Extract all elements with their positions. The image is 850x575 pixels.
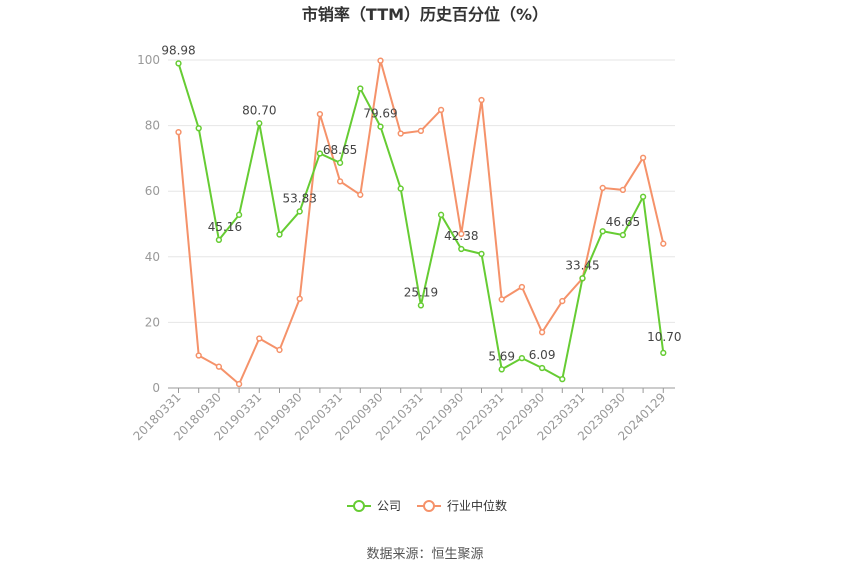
- data-point-industry-median: [619, 186, 627, 194]
- data-point-industry-median: [175, 129, 182, 136]
- data-point-company: [195, 125, 202, 132]
- data-label: 45.16: [208, 220, 242, 234]
- label-layer: 98.98 45.16 80.70 53.83 68.65 79.69 25.19 42.38…: [161, 43, 681, 363]
- data-point-industry-median: [276, 346, 283, 354]
- data-point-company: [660, 349, 667, 357]
- data-point-company: [377, 123, 384, 130]
- y-tick-label: 40: [145, 250, 160, 264]
- data-point-industry-median: [660, 240, 667, 247]
- data-point-industry-median: [296, 295, 303, 302]
- data-label: 10.70: [647, 330, 681, 344]
- data-point-company: [518, 355, 526, 362]
- data-point-company: [599, 228, 606, 235]
- data-point-industry-median: [478, 96, 485, 104]
- source-text: 数据来源：恒生聚源: [366, 547, 483, 562]
- data-point-industry-median: [559, 297, 566, 305]
- legend-marker: [353, 500, 365, 512]
- data-label: 33.45: [565, 258, 599, 272]
- grid-layer: [168, 59, 675, 323]
- data-label: 98.98: [161, 43, 195, 57]
- data-point-company: [175, 60, 182, 67]
- data-point-industry-median: [336, 178, 344, 185]
- data-point-company: [235, 211, 243, 218]
- data-point-company: [437, 211, 445, 218]
- y-tick-label: 0: [152, 381, 160, 395]
- data-point-industry-median: [397, 130, 404, 137]
- data-label: 80.70: [242, 103, 276, 117]
- data-point-company: [458, 245, 465, 253]
- data-point-company: [538, 364, 546, 372]
- axis-layer: 0204060801002018033120180930201903312019…: [131, 53, 675, 443]
- data-point-industry-median: [357, 191, 364, 198]
- chart-title: 市销率（TTM）历史百分位（%）: [302, 5, 548, 24]
- data-label: 25.19: [404, 285, 438, 299]
- legend-label: 公司: [377, 499, 401, 513]
- data-label: 42.38: [444, 229, 478, 243]
- data-point-industry-median: [195, 352, 202, 359]
- data-point-company: [559, 375, 566, 383]
- data-point-industry-median: [458, 230, 465, 237]
- data-point-company: [357, 85, 364, 92]
- data-point-company: [215, 236, 223, 244]
- data-label: 46.65: [606, 215, 640, 229]
- y-tick-label: 80: [145, 119, 160, 133]
- legend-marker: [423, 500, 435, 512]
- data-point-industry-median: [599, 184, 606, 192]
- data-point-industry-median: [316, 110, 324, 118]
- data-point-industry-median: [235, 380, 243, 388]
- y-tick-label: 60: [145, 184, 160, 198]
- data-point-industry-median: [437, 106, 445, 114]
- data-point-company: [639, 193, 647, 200]
- data-point-company: [316, 150, 324, 157]
- data-point-company: [619, 231, 627, 239]
- data-label: 5.69: [488, 349, 515, 363]
- data-label: 79.69: [363, 107, 397, 121]
- data-point-industry-median: [256, 335, 263, 342]
- data-label: 68.65: [323, 143, 357, 157]
- data-point-company: [397, 185, 404, 192]
- data-point-company: [276, 231, 283, 238]
- legend-label: 行业中位数: [447, 498, 507, 513]
- data-point-industry-median: [518, 283, 526, 291]
- data-point-company: [579, 275, 586, 282]
- data-point-industry-median: [417, 127, 425, 134]
- data-point-industry-median: [538, 329, 546, 336]
- series-layer: [175, 57, 667, 388]
- data-label: 6.09: [529, 348, 556, 362]
- data-point-industry-median: [215, 363, 223, 370]
- data-point-company: [296, 208, 303, 215]
- data-point-industry-median: [498, 296, 505, 303]
- y-tick-label: 20: [145, 315, 160, 329]
- legend: 公司 行业中位数: [347, 498, 507, 513]
- data-point-industry-median: [377, 57, 384, 64]
- data-point-company: [478, 250, 485, 257]
- data-point-company: [498, 366, 505, 373]
- data-point-industry-median: [639, 154, 647, 161]
- y-tick-label: 100: [137, 53, 160, 67]
- data-point-company: [336, 159, 344, 166]
- data-point-company: [256, 120, 263, 127]
- data-point-company: [417, 302, 425, 309]
- data-label: 53.83: [283, 191, 317, 205]
